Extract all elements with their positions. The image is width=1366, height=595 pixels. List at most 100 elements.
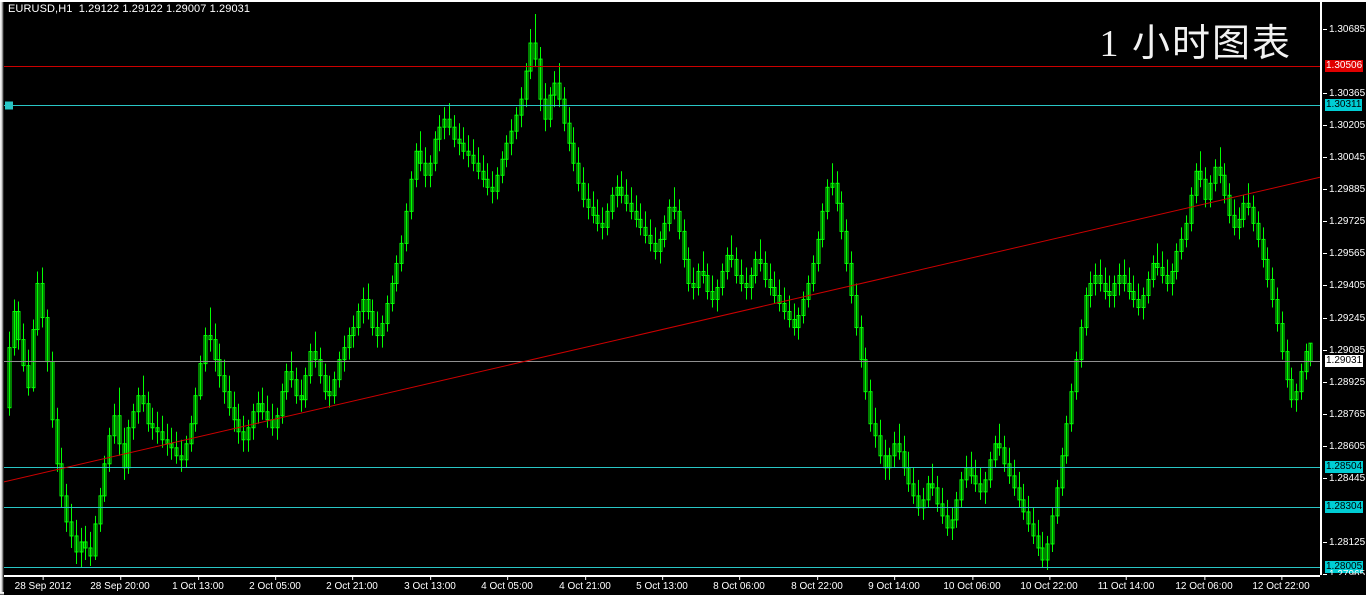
- time-tick-dash: [661, 577, 663, 580]
- time-tick-dash: [584, 577, 586, 580]
- time-tick-dash: [893, 577, 895, 580]
- price-tick: 1.30685: [1322, 24, 1366, 36]
- time-tick-label: 10 Oct 06:00: [943, 577, 1001, 593]
- time-tick-label: 3 Oct 13:00: [404, 577, 456, 593]
- axis-corner-block: [1320, 575, 1366, 595]
- chart-plot-area[interactable]: [4, 14, 1320, 575]
- resistance-line-label: 1.30506: [1322, 60, 1366, 72]
- price-tick-label: 1.28005: [1325, 561, 1364, 573]
- price-tick-label: 1.30365: [1329, 88, 1366, 99]
- price-tick-dash: [1323, 446, 1327, 447]
- price-tick-label: 1.30045: [1329, 152, 1366, 163]
- price-tick-dash: [1323, 285, 1327, 286]
- window-frame-top: [0, 0, 1366, 2]
- time-tick-dash: [1203, 577, 1205, 580]
- time-tick-dash: [351, 577, 353, 580]
- price-tick-dash: [1323, 478, 1327, 479]
- time-tick-dash: [816, 577, 818, 580]
- horizontal-line-label: 1.28304: [1322, 501, 1366, 513]
- time-tick-dash: [1048, 577, 1050, 580]
- price-tick-label: 1.30506: [1325, 60, 1364, 72]
- price-tick-label: 1.30311: [1325, 99, 1363, 111]
- time-tick-label: 28 Sep 2012: [15, 577, 71, 593]
- time-tick-dash: [120, 577, 121, 580]
- time-tick-label: 8 Oct 06:00: [713, 577, 765, 593]
- price-tick: 1.29725: [1322, 216, 1366, 228]
- time-tick-dash: [738, 577, 740, 580]
- price-tick: 1.28925: [1322, 377, 1366, 389]
- price-tick-dash: [1323, 542, 1327, 543]
- price-tick-label: 1.28925: [1329, 377, 1366, 388]
- time-tick-label: 12 Oct 22:00: [1252, 577, 1310, 593]
- horizontal-line-label: 1.28504: [1322, 461, 1366, 473]
- trend-line-group: [4, 176, 1320, 483]
- price-tick-label: 1.29885: [1329, 184, 1366, 195]
- horizontal-line-label: 1.28005: [1322, 561, 1366, 573]
- horizontal-line-group: [4, 66, 1320, 568]
- upper-cyan-line-anchor: [5, 101, 13, 110]
- candlestick-canvas: [4, 14, 1320, 570]
- time-tick-label: 5 Oct 13:00: [636, 577, 688, 593]
- price-tick-label: 1.28504: [1325, 461, 1364, 473]
- price-tick-dash: [1323, 29, 1327, 30]
- price-tick-label: 1.29031: [1325, 355, 1364, 367]
- time-tick-dash: [43, 577, 44, 580]
- price-tick-dash: [1323, 221, 1327, 222]
- time-tick-dash: [506, 577, 508, 580]
- candlestick-series: [7, 14, 1313, 570]
- time-tick-dash: [971, 577, 973, 580]
- price-tick: 1.29245: [1322, 313, 1366, 325]
- price-tick-dash: [1323, 253, 1327, 254]
- time-tick-dash: [274, 577, 276, 580]
- price-tick-dash: [1323, 382, 1327, 383]
- price-scale[interactable]: 1.30685 1.30506 1.30365 1.30311 1.30205 1.300…: [1320, 2, 1366, 592]
- price-tick: 1.28605: [1322, 441, 1366, 453]
- price-tick-label: 1.29565: [1329, 248, 1366, 259]
- time-tick-dash: [1280, 577, 1282, 580]
- time-tick-label: 10 Oct 22:00: [1020, 577, 1078, 593]
- price-tick-label: 1.28445: [1329, 473, 1366, 484]
- time-tick-label: 12 Oct 06:00: [1175, 577, 1233, 593]
- price-tick-label: 1.28304: [1325, 501, 1364, 513]
- price-tick-label: 1.29405: [1329, 280, 1366, 291]
- price-tick-label: 1.28765: [1329, 409, 1366, 420]
- price-tick: 1.28125: [1322, 537, 1366, 549]
- time-tick-label: 8 Oct 22:00: [791, 577, 843, 593]
- time-tick-label: 4 Oct 05:00: [481, 577, 533, 593]
- time-tick-label: 2 Oct 21:00: [326, 577, 378, 593]
- price-tick-dash: [1323, 574, 1327, 575]
- ascending-support-trendline: [4, 176, 1320, 483]
- symbol-quote-caption: EURUSD,H1 1.29122 1.29122 1.29007 1.2903…: [8, 3, 251, 15]
- price-tick: 1.29405: [1322, 280, 1366, 292]
- price-tick-dash: [1323, 189, 1327, 190]
- price-tick: 1.29085: [1322, 345, 1366, 357]
- price-tick-label: 1.28125: [1329, 537, 1366, 548]
- time-tick-label: 11 Oct 14:00: [1098, 577, 1154, 593]
- price-tick: 1.30205: [1322, 120, 1366, 132]
- price-tick-label: 1.29085: [1329, 345, 1366, 356]
- price-tick-label: 1.28605: [1329, 441, 1366, 452]
- time-scale[interactable]: 28 Sep 2012 28 Sep 20:00 1 Oct 13:00 2 Oct …: [4, 575, 1320, 595]
- price-tick: 1.28445: [1322, 473, 1366, 485]
- price-tick-dash: [1323, 157, 1327, 158]
- price-tick: 1.29565: [1322, 248, 1366, 260]
- time-tick-label: 1 Oct 13:00: [172, 577, 224, 593]
- price-tick: 1.30045: [1322, 152, 1366, 164]
- price-tick-label: 1.29245: [1329, 313, 1366, 324]
- time-tick-dash: [429, 577, 431, 580]
- time-tick-dash: [197, 577, 199, 580]
- current-price-label: 1.29031: [1322, 355, 1366, 367]
- price-tick-dash: [1323, 318, 1327, 319]
- price-tick: 1.28765: [1322, 409, 1366, 421]
- price-tick-dash: [1323, 93, 1327, 94]
- price-tick: 1.29885: [1322, 184, 1366, 196]
- price-tick-label: 1.30685: [1329, 24, 1366, 35]
- hour-chart-annotation: 1 小时图表: [1099, 23, 1292, 65]
- time-tick-label: 4 Oct 21:00: [559, 577, 611, 593]
- price-tick: 1.27965: [1322, 569, 1366, 581]
- time-tick-label: 28 Sep 20:00: [90, 577, 150, 593]
- price-tick: 1.30365: [1322, 88, 1366, 100]
- time-tick-dash: [1126, 577, 1127, 580]
- price-tick-label: 1.27965: [1329, 569, 1365, 581]
